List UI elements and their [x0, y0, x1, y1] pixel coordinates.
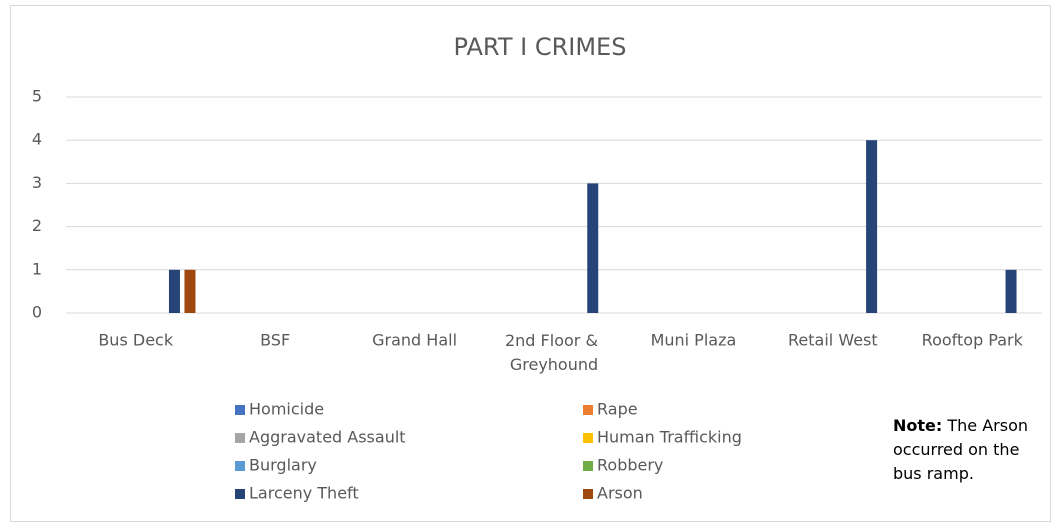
x-tick-label: Rooftop Park: [922, 331, 1024, 350]
y-tick-label: 5: [32, 87, 42, 106]
note-label: Note:: [893, 416, 943, 435]
legend-swatch: [583, 433, 593, 443]
legend-label: Homicide: [249, 400, 324, 419]
y-tick-label: 2: [32, 216, 42, 235]
x-tick-label: Grand Hall: [372, 331, 457, 350]
x-tick-label: Bus Deck: [98, 331, 174, 350]
bar: [184, 269, 196, 313]
legend-label: Rape: [597, 400, 638, 419]
bar: [587, 183, 599, 313]
legend-label: Human Trafficking: [597, 428, 742, 447]
legend-swatch: [235, 461, 245, 471]
bar: [866, 140, 878, 313]
y-tick-label: 1: [32, 259, 42, 278]
legend-swatch: [583, 405, 593, 415]
legend-label: Robbery: [597, 456, 663, 475]
legend-label: Aggravated Assault: [249, 428, 406, 447]
legend-label: Arson: [597, 484, 643, 503]
note: Note: The Arson occurred on the bus ramp…: [893, 414, 1043, 486]
legend-label: Burglary: [249, 456, 317, 475]
legend-swatch: [583, 489, 593, 499]
y-tick-label: 4: [32, 130, 42, 149]
y-tick-label: 3: [32, 173, 42, 192]
chart-title: PART I CRIMES: [454, 33, 627, 61]
legend-swatch: [235, 405, 245, 415]
bar: [168, 269, 180, 313]
bar: [1005, 269, 1017, 313]
x-tick-label: Muni Plaza: [651, 331, 737, 350]
legend-swatch: [235, 489, 245, 499]
legend-label: Larceny Theft: [249, 484, 359, 503]
x-tick-label: Retail West: [788, 331, 878, 350]
x-tick-label: 2nd Floor & Greyhound: [505, 331, 603, 374]
legend-swatch: [235, 433, 245, 443]
y-tick-label: 0: [32, 303, 42, 322]
x-tick-label: BSF: [260, 331, 290, 350]
note-text: The Arson occurred on the bus ramp.: [893, 416, 1029, 483]
chart-border: [10, 5, 1051, 522]
legend-swatch: [583, 461, 593, 471]
